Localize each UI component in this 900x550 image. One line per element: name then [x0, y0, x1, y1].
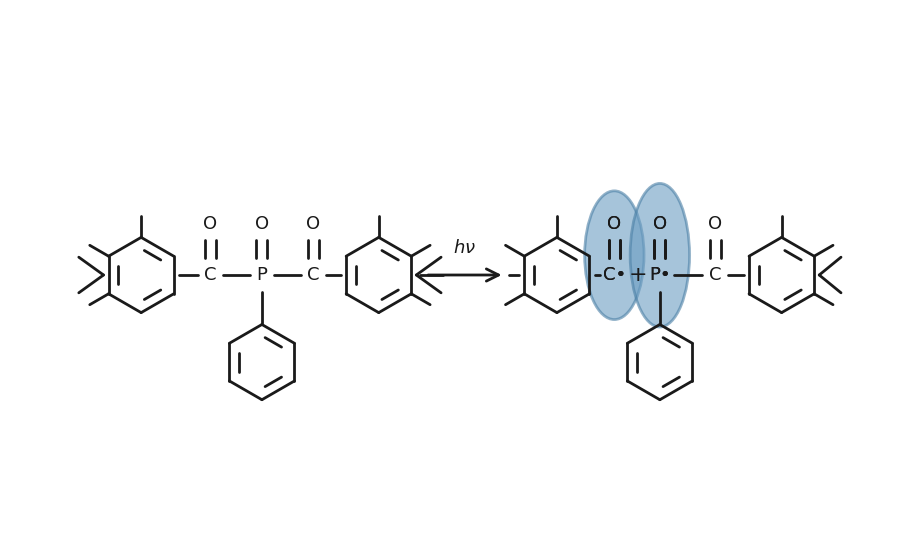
Text: P•: P•	[649, 266, 670, 284]
Ellipse shape	[630, 184, 689, 327]
Text: O: O	[652, 214, 667, 233]
Text: O: O	[306, 214, 320, 233]
Text: C: C	[307, 266, 320, 284]
Text: C•: C•	[603, 266, 625, 284]
Text: O: O	[608, 214, 621, 233]
Text: P: P	[256, 266, 267, 284]
Text: C: C	[204, 266, 217, 284]
Text: O: O	[652, 214, 667, 233]
Text: +: +	[629, 265, 647, 285]
Text: O: O	[203, 214, 218, 233]
Ellipse shape	[585, 191, 644, 320]
Text: P•: P•	[649, 266, 670, 284]
Text: $h\nu$: $h\nu$	[454, 239, 476, 257]
Text: C: C	[709, 266, 722, 284]
Text: O: O	[608, 214, 621, 233]
Text: O: O	[255, 214, 269, 233]
Text: O: O	[708, 214, 723, 233]
Text: C•: C•	[603, 266, 625, 284]
